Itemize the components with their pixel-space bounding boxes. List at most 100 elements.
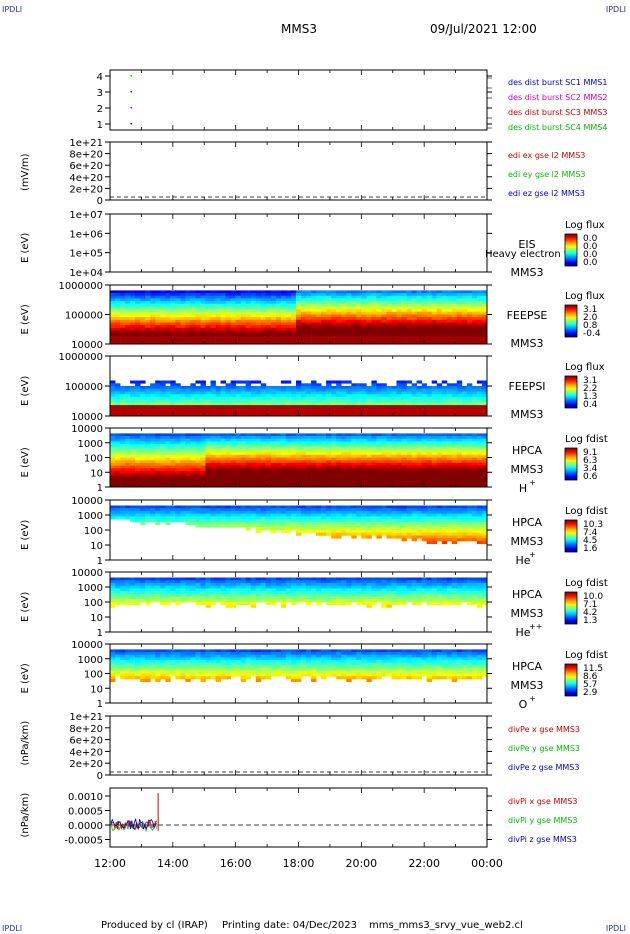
spectrogram-cell (326, 407, 332, 411)
spectrogram-cell (461, 391, 468, 395)
spectrogram-cell (210, 481, 216, 485)
spectrogram-cell (255, 311, 262, 315)
spectrogram-cell (130, 314, 136, 318)
spectrogram-cell (140, 388, 146, 392)
spectrogram-cell (426, 452, 433, 456)
spectrogram-cell (396, 402, 402, 406)
spectrogram-cell (416, 438, 422, 442)
spectrogram-cell (130, 444, 136, 448)
spectrogram-cell (255, 519, 262, 523)
spectrogram-cell (366, 473, 372, 477)
spectrogram-cell (421, 386, 428, 390)
spectrogram-cell (285, 295, 292, 299)
spectrogram-cell (451, 449, 458, 453)
spectrogram-cell (140, 508, 146, 512)
spectrogram-cell (235, 510, 242, 514)
spectrogram-cell (240, 314, 247, 318)
spectrogram-cell (250, 338, 257, 342)
spectrogram-cell (336, 341, 342, 345)
colorbar-tick-label: 0.8 (583, 321, 598, 331)
spectrogram-cell (482, 388, 488, 392)
spectrogram-cell (185, 481, 191, 485)
spectrogram-cell (336, 444, 342, 448)
spectrogram-cell (426, 441, 433, 445)
spectrogram-cell (301, 505, 307, 509)
spectrogram-cell (311, 295, 317, 299)
spectrogram-cell (220, 298, 226, 302)
spectrogram-cell (441, 516, 448, 520)
spectrogram-cell (331, 479, 337, 483)
spectrogram-cell (326, 325, 332, 329)
spectrogram-cell (165, 449, 171, 453)
spectrogram-cell (235, 436, 242, 440)
spectrogram-cell (336, 293, 342, 297)
spectrogram-cell (482, 438, 488, 442)
spectrogram-cell (386, 338, 392, 342)
spectrogram-cell (155, 399, 161, 403)
spectrogram-cell (200, 468, 206, 472)
spectrogram-cell (321, 341, 327, 345)
spectrogram-cell (331, 327, 337, 331)
spectrogram-cell (376, 535, 382, 539)
spectrogram-cell (421, 407, 428, 411)
spectrogram-cell (160, 446, 166, 450)
spectrogram-cell (265, 438, 272, 442)
spectrogram-cell (346, 388, 352, 392)
spectrogram-cell (376, 391, 382, 395)
spectrogram-cell (476, 405, 483, 409)
spectrogram-cell (406, 433, 412, 437)
spectrogram-cell (331, 391, 337, 395)
spectrogram-cell (210, 436, 216, 440)
spectrogram-cell (150, 479, 156, 483)
spectrogram-cell (245, 341, 252, 345)
spectrogram-cell (110, 333, 116, 337)
spectrogram-cell (321, 295, 327, 299)
spectrogram-cell (451, 433, 458, 437)
spectrogram-cell (306, 322, 312, 326)
spectrogram-cell (240, 394, 247, 398)
spectrogram-cell (436, 399, 443, 403)
spectrogram-cell (240, 396, 247, 400)
spectrogram-cell (416, 402, 422, 406)
spectrogram-cell (366, 535, 372, 539)
spectrogram-cell (110, 413, 116, 417)
spectrogram-cell (140, 327, 146, 331)
spectrogram-cell (376, 394, 382, 398)
spectrogram-cell (130, 468, 136, 472)
y-tick-label: 100 (84, 454, 103, 465)
spectrogram-cell (135, 380, 141, 384)
spectrogram-cell (446, 383, 453, 387)
spectrogram-cell (411, 295, 417, 299)
spectrogram-cell (361, 454, 367, 458)
spectrogram-cell (451, 532, 458, 536)
spectrogram-cell (416, 508, 422, 512)
spectrogram-cell (255, 407, 262, 411)
spectrogram-cell (446, 306, 453, 310)
spectrogram-cell (381, 330, 387, 334)
spectrogram-cell (461, 513, 468, 517)
spectrogram-cell (250, 317, 257, 321)
spectrogram-cell (150, 446, 156, 450)
spectrogram-cell (406, 532, 412, 536)
spectrogram-cell (195, 298, 201, 302)
spectrogram-cell (341, 508, 347, 512)
spectrogram-cell (160, 438, 166, 442)
spectrogram-cell (436, 295, 443, 299)
spectrogram-cell (220, 330, 226, 334)
spectrogram-cell (205, 306, 211, 310)
spectrogram-cell (190, 457, 196, 461)
spectrogram-cell (306, 462, 312, 466)
spectrogram-cell (200, 405, 206, 409)
spectrogram-cell (220, 388, 226, 392)
spectrogram-cell (250, 319, 257, 323)
spectrogram-cell (195, 479, 201, 483)
spectrogram-cell (115, 311, 121, 315)
spectrogram-cell (331, 309, 337, 313)
spectrogram-cell (356, 433, 362, 437)
spectrogram-cell (391, 481, 397, 485)
spectrogram-cell (351, 473, 357, 477)
spectrogram-cell (371, 336, 377, 340)
spectrogram-cell (341, 388, 347, 392)
spectrogram-cell (391, 386, 397, 390)
spectrogram-cell (426, 462, 433, 466)
